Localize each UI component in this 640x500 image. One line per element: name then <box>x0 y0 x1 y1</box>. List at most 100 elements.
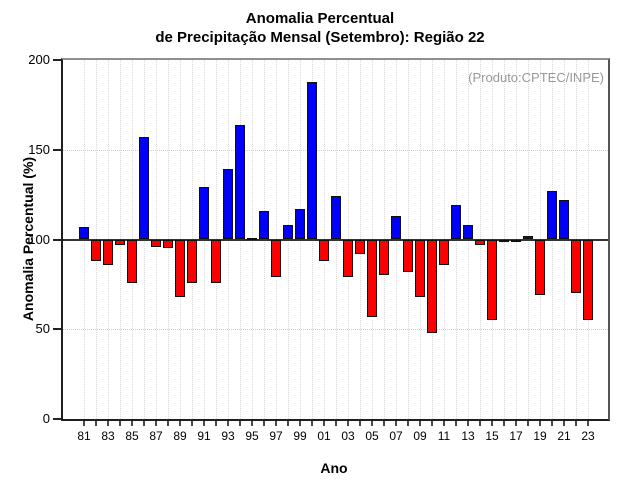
x-tick <box>371 421 373 426</box>
product-annotation: (Produto:CPTEC/INPE) <box>468 70 604 85</box>
x-tick-label: 17 <box>509 429 523 443</box>
bar-84 <box>115 239 125 245</box>
bar-96 <box>259 210 269 240</box>
x-tick-label: 21 <box>557 429 571 443</box>
bar-86 <box>139 137 149 240</box>
x-tick <box>431 421 433 426</box>
x-tick <box>575 421 577 426</box>
baseline-100-line <box>63 238 608 241</box>
y-tick-label: 200 <box>28 52 50 67</box>
bar-88 <box>163 239 173 249</box>
x-tick <box>287 421 289 426</box>
bar-21 <box>559 200 569 240</box>
bar-10 <box>427 239 437 333</box>
x-tick-label: 09 <box>413 429 427 443</box>
x-tick <box>587 421 589 426</box>
x-tick-label: 01 <box>317 429 331 443</box>
x-tick <box>407 421 409 426</box>
x-tick <box>131 421 133 426</box>
x-tick <box>455 421 457 426</box>
x-tick-label: 07 <box>389 429 403 443</box>
bar-85 <box>127 239 137 283</box>
x-tick <box>551 421 553 426</box>
y-tick-label: 50 <box>35 321 50 337</box>
bar-07 <box>391 216 401 240</box>
y-tick <box>53 328 61 331</box>
bar-92 <box>211 239 221 283</box>
x-tick-label: 15 <box>485 429 499 443</box>
bar-99 <box>295 208 305 240</box>
bar-11 <box>439 239 449 265</box>
x-tick <box>179 421 181 426</box>
x-tick <box>335 421 337 426</box>
x-tick-label: 23 <box>581 429 595 443</box>
chart-title-line2: de Precipitação Mensal (Setembro): Regiã… <box>155 29 485 46</box>
bar-09 <box>415 239 425 297</box>
chart-title-line1: Anomalia Percentual <box>245 10 395 27</box>
x-tick-label: 87 <box>149 429 163 443</box>
bar-23 <box>583 239 593 321</box>
bar-81 <box>79 226 89 240</box>
x-tick <box>275 421 277 426</box>
x-tick-label: 99 <box>293 429 307 443</box>
x-tick <box>215 421 217 426</box>
x-tick-label: 05 <box>365 429 379 443</box>
y-tick <box>53 238 61 241</box>
bar-89 <box>175 239 185 297</box>
x-tick-label: 81 <box>77 429 91 443</box>
x-tick <box>251 421 253 426</box>
bar-98 <box>283 225 293 240</box>
x-tick-label: 85 <box>125 429 139 443</box>
x-tick <box>263 421 265 426</box>
x-tick <box>107 421 109 426</box>
x-tick <box>539 421 541 426</box>
x-tick-label: 97 <box>269 429 283 443</box>
y-tick-label: 0 <box>42 411 50 426</box>
x-tick <box>503 421 505 426</box>
x-tick <box>347 421 349 426</box>
bar-02 <box>331 196 341 240</box>
x-tick <box>203 421 205 426</box>
x-tick-label: 13 <box>461 429 475 443</box>
x-tick <box>359 421 361 426</box>
x-tick <box>239 421 241 426</box>
x-tick <box>143 421 145 426</box>
x-tick <box>419 421 421 426</box>
y-tick-label: 150 <box>28 141 50 157</box>
x-tick-label: 83 <box>101 429 115 443</box>
x-tick <box>311 421 313 426</box>
x-tick <box>323 421 325 426</box>
horizontal-gridline <box>63 149 608 151</box>
x-tick <box>83 421 85 426</box>
bar-06 <box>379 239 389 276</box>
x-tick <box>227 421 229 426</box>
bar-18 <box>523 235 533 240</box>
y-tick-label: 100 <box>28 231 50 247</box>
x-tick <box>383 421 385 426</box>
x-axis-label: Ano <box>320 460 348 476</box>
x-tick <box>155 421 157 426</box>
bar-05 <box>367 239 377 317</box>
bar-00 <box>307 81 317 240</box>
x-tick <box>395 421 397 426</box>
bar-01 <box>319 239 329 262</box>
y-tick <box>53 148 61 151</box>
bar-20 <box>547 191 557 240</box>
x-tick-label: 93 <box>221 429 235 443</box>
bar-87 <box>151 239 161 247</box>
x-tick-label: 19 <box>533 429 547 443</box>
x-tick-label: 95 <box>245 429 259 443</box>
x-tick <box>479 421 481 426</box>
x-tick <box>443 421 445 426</box>
bar-19 <box>535 239 545 296</box>
bar-08 <box>403 239 413 272</box>
x-tick <box>191 421 193 426</box>
x-tick <box>119 421 121 426</box>
bar-97 <box>271 239 281 278</box>
bar-90 <box>187 239 197 283</box>
y-tick <box>53 59 61 61</box>
x-tick <box>95 421 97 426</box>
x-tick-label: 03 <box>341 429 355 443</box>
bar-17 <box>511 239 521 242</box>
